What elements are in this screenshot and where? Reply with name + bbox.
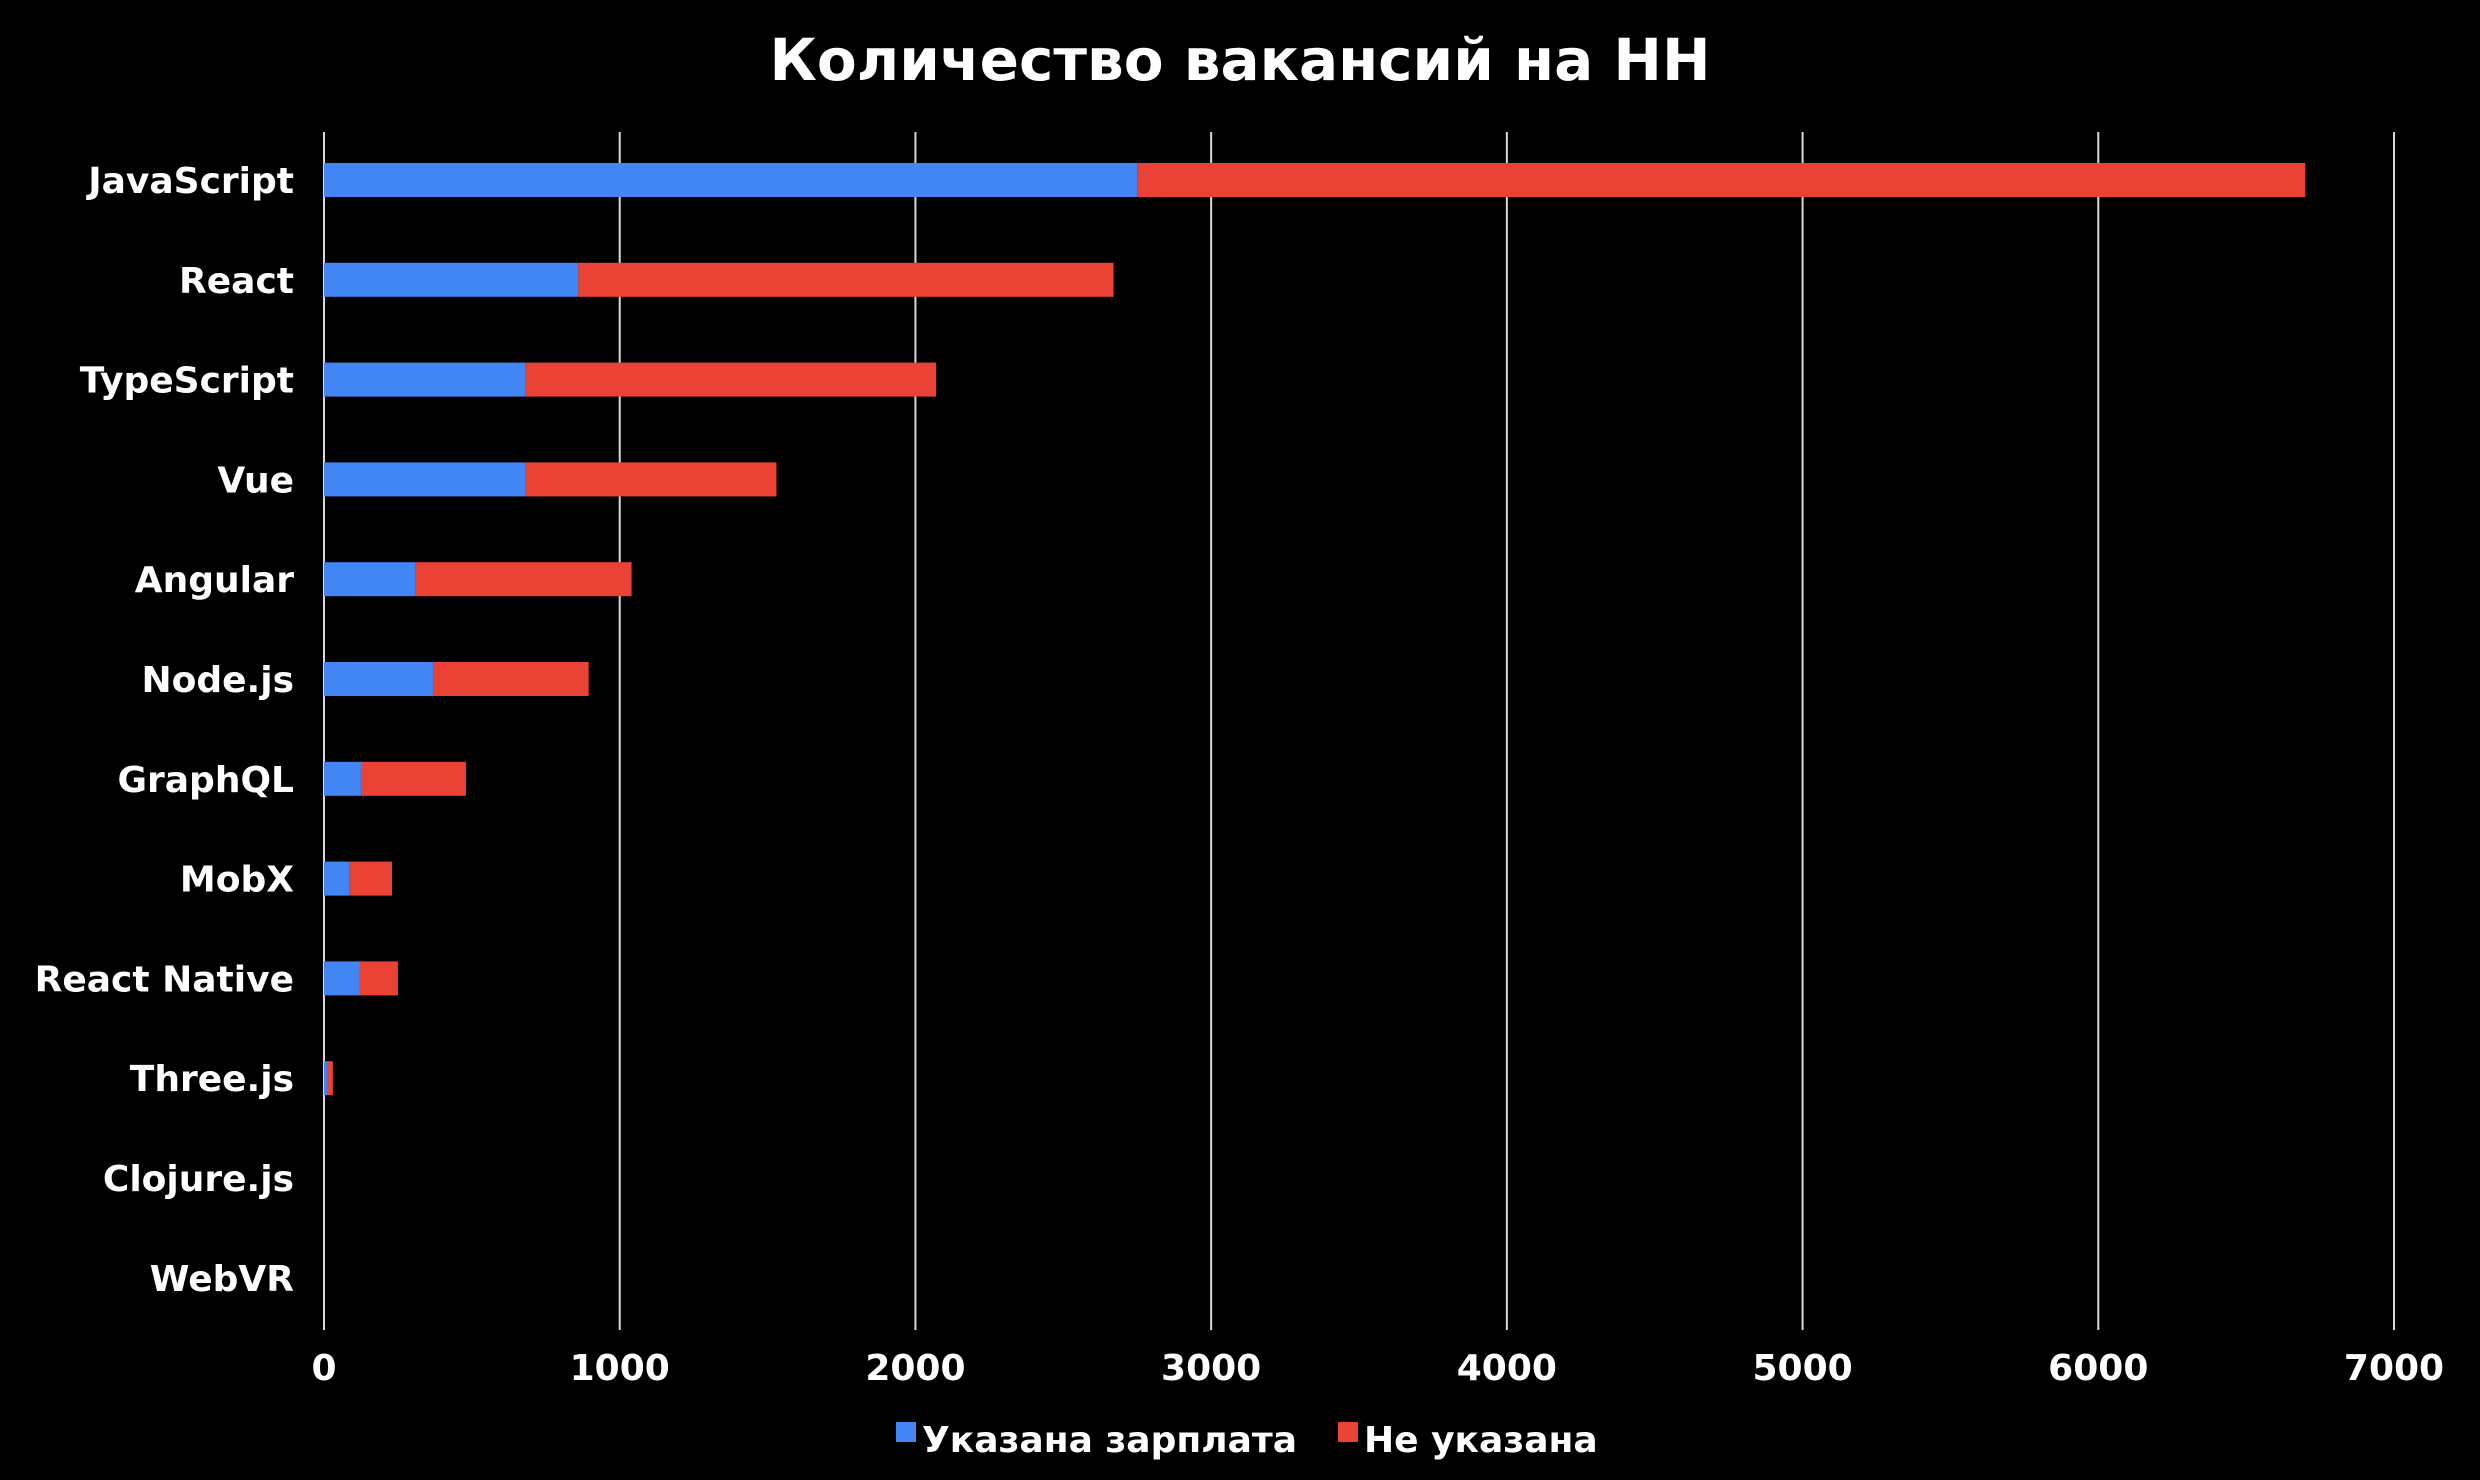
bar-graphql-series-1: [360, 761, 466, 796]
category-label-three-js: Three.js: [130, 1059, 294, 1100]
legend-label-1: Не указана: [1364, 1420, 1598, 1461]
x-tick-label-7000: 7000: [2344, 1348, 2444, 1389]
bar-react-native-series-1: [359, 961, 398, 996]
bars: [324, 163, 2306, 1096]
bar-react-native-series-0: [324, 961, 360, 996]
gridlines: [323, 132, 2395, 1330]
category-label-clojure-js: Clojure.js: [103, 1159, 294, 1200]
x-tick-label-0: 0: [311, 1348, 336, 1389]
bar-mobx-series-1: [349, 861, 393, 896]
bar-vue-series-1: [525, 462, 777, 497]
legend-swatch-0: [896, 1422, 916, 1442]
category-label-react: React: [179, 261, 294, 302]
x-tick-label-4000: 4000: [1457, 1348, 1557, 1389]
bar-react-series-0: [324, 262, 579, 297]
bar-three-js-series-0: [324, 1061, 327, 1096]
legend-label-0: Указана зарплата: [922, 1420, 1297, 1461]
category-label-typescript: TypeScript: [80, 361, 294, 402]
bar-angular-series-1: [415, 562, 632, 597]
category-label-vue: Vue: [217, 460, 294, 501]
category-labels: JavaScript React TypeScript Vue Angular Node.…: [35, 161, 295, 1300]
bar-javascript-series-1: [1137, 163, 2306, 197]
x-tick-label-3000: 3000: [1161, 1348, 1261, 1389]
bar-vue-series-0: [324, 462, 526, 497]
category-label-webvr: WebVR: [150, 1259, 294, 1300]
bar-mobx-series-0: [324, 861, 350, 896]
bar-graphql-series-0: [324, 761, 361, 796]
x-axis-tick-labels: 0 1000 2000 3000 4000 5000 6000 7000: [311, 1348, 2444, 1389]
x-tick-label-2000: 2000: [865, 1348, 965, 1389]
category-label-graphql: GraphQL: [117, 760, 294, 801]
bar-react-series-1: [578, 262, 1114, 297]
chart-title: Количество вакансий на HH: [769, 26, 1710, 94]
x-tick-label-5000: 5000: [1752, 1348, 1852, 1389]
category-label-mobx: MobX: [180, 860, 294, 901]
bar-node-js-series-0: [324, 662, 434, 696]
bar-typescript-series-0: [324, 362, 526, 397]
bar-typescript-series-1: [525, 362, 937, 397]
bar-three-js-series-1: [326, 1061, 333, 1096]
legend: Указана зарплата Не указана: [896, 1420, 1598, 1461]
bar-angular-series-0: [324, 562, 416, 597]
category-label-javascript: JavaScript: [85, 161, 294, 202]
x-tick-label-1000: 1000: [570, 1348, 670, 1389]
category-label-react-native: React Native: [35, 959, 294, 1000]
category-label-angular: Angular: [135, 560, 295, 601]
x-tick-label-6000: 6000: [2048, 1348, 2148, 1389]
bar-javascript-series-0: [324, 163, 1138, 197]
bar-node-js-series-1: [433, 662, 589, 696]
legend-swatch-1: [1338, 1422, 1358, 1442]
category-label-node-js: Node.js: [142, 660, 295, 701]
